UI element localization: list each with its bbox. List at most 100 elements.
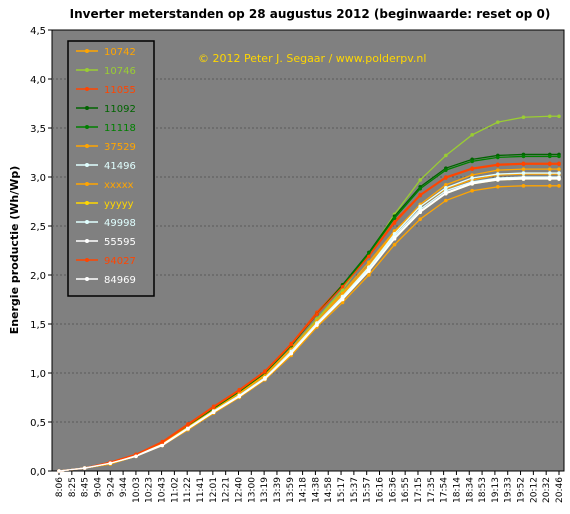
- legend: 10742 10746 11055 11092 11118 37529 41496 xxxxx…: [67, 40, 155, 297]
- x-tick-label: 19:52: [517, 477, 527, 503]
- x-tick-label: 15:37: [350, 477, 360, 503]
- legend-marker: [85, 258, 89, 262]
- x-tick-label: 14:18: [299, 477, 309, 503]
- data-point: [521, 154, 526, 159]
- legend-label: 37529: [104, 142, 136, 153]
- x-tick-label: 10:23: [145, 477, 155, 503]
- legend-label: xxxxx: [104, 180, 134, 191]
- legend-label: 49998: [104, 218, 136, 229]
- data-point: [496, 163, 500, 168]
- data-point: [211, 410, 216, 415]
- x-tick-label: 16:16: [376, 477, 386, 503]
- x-tick-label: 20:32: [542, 477, 552, 503]
- data-point: [444, 185, 448, 190]
- x-tick-label: 16:36: [388, 477, 398, 503]
- data-point: [470, 159, 474, 164]
- x-tick-label: 18:14: [452, 477, 462, 503]
- data-point: [340, 297, 345, 302]
- legend-marker: [85, 220, 89, 224]
- x-tick-label: 15:17: [337, 477, 347, 503]
- legend-marker: [85, 201, 89, 205]
- legend-marker: [85, 49, 89, 53]
- data-point: [340, 300, 345, 305]
- data-point: [392, 216, 397, 220]
- y-tick-label: 1,0: [30, 369, 46, 380]
- data-point: [418, 217, 422, 221]
- data-point: [418, 178, 422, 182]
- data-point: [367, 254, 371, 259]
- chart-title: Inverter meterstanden op 28 augustus 201…: [70, 7, 551, 21]
- x-tick-label: 18:34: [465, 477, 475, 503]
- legend-label: 84969: [104, 275, 136, 286]
- data-point: [547, 154, 552, 159]
- data-point: [470, 167, 474, 171]
- y-tick-label: 4,0: [30, 75, 46, 86]
- legend-label: 11118: [104, 123, 136, 134]
- data-point: [289, 342, 294, 347]
- x-tick-label: 20:12: [529, 477, 539, 503]
- data-point: [392, 232, 397, 236]
- y-tick-label: 2,5: [30, 222, 46, 233]
- data-point: [392, 242, 397, 247]
- data-point: [521, 171, 526, 175]
- data-point: [340, 287, 345, 292]
- x-tick-label: 13:00: [247, 477, 257, 503]
- y-tick-label: 3,0: [30, 173, 46, 184]
- x-tick-label: 8:45: [81, 477, 91, 497]
- axes: 0,0 0,5 1,0 1,5 2,0 2,5 3,0 3,5 4,0 4,5 8:06 8:25 8:…: [30, 26, 565, 503]
- data-point: [547, 162, 552, 167]
- data-point: [237, 394, 242, 399]
- data-point: [557, 162, 561, 167]
- x-tick-label: 9:44: [119, 477, 129, 497]
- data-point: [470, 133, 474, 137]
- y-tick-label: 1,5: [30, 320, 46, 331]
- data-point: [57, 469, 61, 473]
- x-tick-label: 11:22: [183, 477, 193, 503]
- x-tick-label: 9:24: [106, 477, 116, 497]
- data-point: [367, 273, 371, 277]
- x-tick-label: 11:41: [196, 477, 206, 503]
- data-point: [496, 185, 500, 189]
- data-point: [557, 154, 561, 159]
- data-point: [289, 351, 294, 356]
- data-point: [367, 269, 371, 273]
- legend-marker: [85, 87, 89, 91]
- data-point: [315, 312, 319, 317]
- data-point: [557, 114, 561, 119]
- data-point: [557, 171, 561, 175]
- x-tick-label: 10:03: [132, 477, 142, 503]
- legend-label: 10742: [104, 47, 136, 58]
- data-point: [418, 204, 422, 209]
- data-point: [186, 423, 190, 427]
- data-point: [547, 167, 552, 171]
- legend-marker: [85, 277, 89, 281]
- y-tick-label: 0,0: [30, 467, 46, 478]
- data-point: [470, 176, 474, 180]
- series-94027: [57, 162, 561, 473]
- x-tick-label: 18:53: [478, 477, 488, 503]
- data-point: [496, 120, 500, 124]
- x-tick-label: 13:39: [273, 477, 283, 503]
- data-point: [160, 443, 165, 448]
- x-tick-label: 14:58: [324, 477, 334, 503]
- x-tick-label: 20:46: [555, 477, 565, 503]
- data-point: [392, 221, 397, 225]
- series-84969: [57, 177, 561, 473]
- copyright-annotation: © 2012 Peter J. Segaar / www.polderpv.nl: [198, 52, 426, 65]
- y-tick-label: 4,5: [30, 26, 46, 37]
- legend-marker: [85, 106, 89, 110]
- legend-label: 94027: [104, 256, 136, 267]
- data-point: [444, 153, 448, 158]
- data-point: [108, 461, 113, 465]
- x-tick-label: 13:59: [286, 477, 296, 503]
- data-point: [392, 236, 397, 241]
- x-tick-label: 12:40: [234, 477, 244, 503]
- data-point: [444, 168, 448, 172]
- x-tick-label: 19:13: [491, 477, 501, 503]
- data-point: [521, 177, 526, 181]
- data-point: [557, 184, 561, 188]
- data-point: [547, 171, 552, 175]
- data-point: [547, 177, 552, 181]
